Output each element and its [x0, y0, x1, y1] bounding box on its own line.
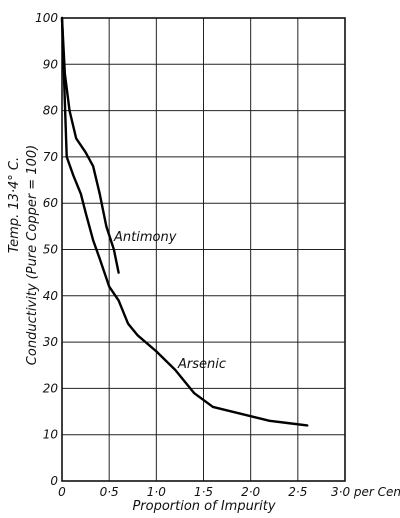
tick-labels: 0 0·5 1·0 1·5 2·0 2·5 3·0 per Cent 0 10 20 30 40 50 6…: [35, 11, 400, 499]
x-axis-title: Proportion of Impurity: [132, 499, 275, 514]
y-tick-label: 20: [43, 381, 59, 395]
y-tick-label: 90: [43, 57, 59, 71]
x-tick-label: 3·0 per Cent: [331, 485, 400, 499]
x-tick-label: 0·5: [100, 485, 119, 499]
y-tick-label: 50: [43, 243, 59, 257]
series: [60, 16, 309, 427]
y-tick-label: 0: [50, 474, 58, 488]
series-label-arsenic: Arsenic: [177, 357, 226, 372]
y-tick-label: 60: [43, 196, 59, 210]
y-axis-title-line1: Temp. 13·4° C.: [7, 157, 22, 253]
y-tick-label: 80: [43, 104, 59, 118]
y-tick-label: 70: [43, 150, 59, 164]
y-tick-label: 30: [43, 335, 59, 349]
series-line-antimony: [60, 16, 120, 274]
series-line-arsenic: [60, 16, 309, 427]
y-tick-label: 40: [43, 289, 59, 303]
y-tick-label: 10: [43, 428, 59, 442]
x-tick-label: 2·5: [288, 485, 307, 499]
series-label-antimony: Antimony: [113, 230, 177, 245]
x-tick-label: 2·0: [241, 485, 260, 499]
y-axis-title-line2: Conductivity (Pure Copper = 100): [25, 145, 40, 365]
x-tick-label: 0: [58, 485, 66, 499]
grid: [61, 17, 346, 482]
x-tick-label: 1·0: [147, 485, 166, 499]
x-tick-label: 1·5: [194, 485, 213, 499]
plot-frame: [61, 17, 346, 482]
y-tick-label: 100: [35, 11, 58, 25]
